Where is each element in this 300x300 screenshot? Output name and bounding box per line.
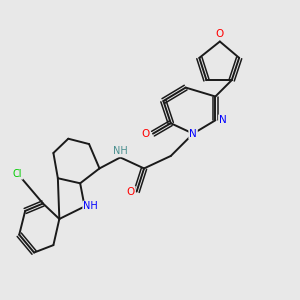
Text: O: O <box>141 129 150 139</box>
Text: Cl: Cl <box>13 169 22 179</box>
Text: O: O <box>127 187 135 196</box>
Text: N: N <box>189 129 197 139</box>
Text: N: N <box>219 115 227 125</box>
Text: NH: NH <box>83 202 98 212</box>
Text: O: O <box>216 29 224 39</box>
Text: NH: NH <box>113 146 128 157</box>
